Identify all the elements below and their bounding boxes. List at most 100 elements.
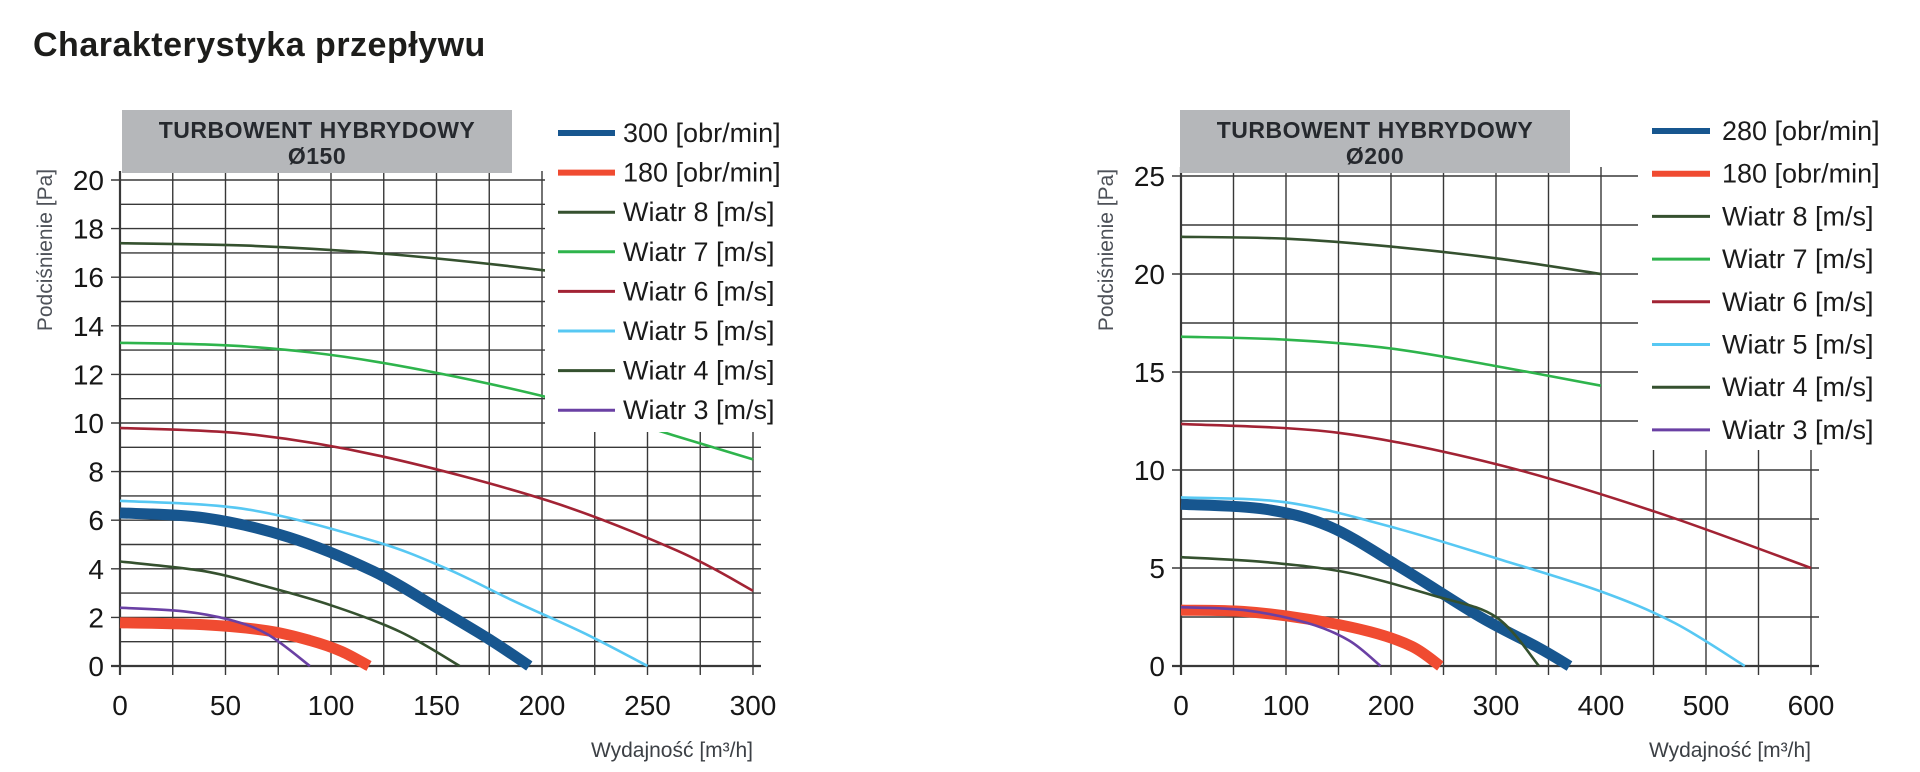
chart-Ø200: 0 100 200 300 400 500 600 0 5 10 15 20 25 Podciśnieni… [1095, 110, 1918, 762]
curve-wiatr-3-m-s- [1180, 605, 1382, 668]
legend-item: Wiatr 4 [m/s] [558, 356, 775, 386]
legend-item: 280 [obr/min] [1652, 116, 1880, 146]
chart-Ø150: 0 50 100 150 200 250 300 0 2 4 6 8 10 12 14 16 18 20 Podci… [34, 110, 817, 762]
x-tick-label: 500 [1683, 690, 1730, 721]
y-axis-title: Podciśnienie [Pa] [1095, 169, 1118, 331]
curve-wiatr-4-m-s- [119, 560, 461, 668]
x-tick-label: 200 [1368, 690, 1415, 721]
curve-wiatr-7-m-s- [1180, 335, 1602, 387]
x-tick-label: 100 [308, 690, 355, 721]
chart-title: TURBOWENT HYBRYDOWY [1217, 117, 1534, 143]
curve-wiatr-4-m-s- [1180, 555, 1540, 667]
y-tick-label: 5 [1149, 553, 1165, 584]
curve-300-obr-min- [119, 507, 533, 671]
x-tick-label: 200 [519, 690, 566, 721]
legend-item-label: Wiatr 6 [m/s] [1722, 287, 1874, 317]
y-tick-label: 20 [1134, 259, 1165, 290]
y-tick-label: 10 [73, 408, 104, 439]
legend-item: 300 [obr/min] [558, 118, 781, 148]
legend-item-label: Wiatr 8 [m/s] [1722, 201, 1874, 231]
curve-280-obr-min- [1180, 498, 1573, 671]
legend-item-label: Wiatr 5 [m/s] [1722, 330, 1874, 360]
page-title: Charakterystyka przepływu [33, 26, 486, 64]
legend-item: Wiatr 7 [m/s] [1652, 244, 1874, 274]
legend-item-label: Wiatr 6 [m/s] [623, 276, 775, 306]
tick-labels: 0 50 100 150 200 250 300 0 2 4 6 8 10 12 14 16 18 20 [73, 165, 777, 721]
y-tick-label: 10 [1134, 455, 1165, 486]
curve-wiatr-8-m-s- [1180, 235, 1602, 276]
x-tick-label: 600 [1788, 690, 1835, 721]
y-tick-label: 15 [1134, 357, 1165, 388]
legend-item: Wiatr 6 [m/s] [558, 276, 775, 306]
y-tick-label: 25 [1134, 161, 1165, 192]
legend-item: 180 [obr/min] [558, 158, 781, 188]
legend-item-label: Wiatr 3 [m/s] [1722, 415, 1874, 445]
legend-item: Wiatr 7 [m/s] [558, 237, 775, 267]
curve-wiatr-7-m-s- [119, 341, 754, 461]
legend-item: Wiatr 8 [m/s] [1652, 201, 1874, 231]
x-tick-label: 0 [1173, 690, 1189, 721]
chart-subtitle: Ø200 [1346, 143, 1404, 169]
curve-180-obr-min- [119, 617, 372, 671]
legend-item-label: Wiatr 4 [m/s] [623, 356, 775, 386]
y-tick-label: 14 [73, 311, 104, 342]
y-tick-label: 12 [73, 359, 104, 390]
legend-item-label: Wiatr 7 [m/s] [1722, 244, 1874, 274]
curves [119, 241, 754, 671]
curves [1180, 235, 1812, 671]
y-axis-title: Podciśnienie [Pa] [34, 169, 57, 331]
y-tick-label: 20 [73, 165, 104, 196]
legend-item-label: Wiatr 5 [m/s] [623, 316, 775, 346]
legend-item: Wiatr 5 [m/s] [558, 316, 775, 346]
y-tick-label: 6 [88, 505, 104, 536]
y-tick-label: 2 [88, 602, 104, 633]
chart-title-box-bg [1180, 110, 1570, 173]
chart-title: TURBOWENT HYBRYDOWY [159, 117, 476, 143]
x-tick-label: 50 [210, 690, 241, 721]
x-axis-title: Wydajność [m³/h] [591, 739, 753, 762]
x-tick-label: 300 [1473, 690, 1520, 721]
legend-item: Wiatr 3 [m/s] [558, 395, 775, 425]
legend: 300 [obr/min] 180 [obr/min] Wiatr 8 [m/s] W… [545, 113, 817, 432]
legend-item: Wiatr 4 [m/s] [1652, 372, 1874, 402]
y-tick-label: 8 [88, 457, 104, 488]
chart-subtitle: Ø150 [288, 143, 346, 169]
y-tick-label: 16 [73, 262, 104, 293]
legend-item: Wiatr 6 [m/s] [1652, 287, 1874, 317]
curve-wiatr-6-m-s- [119, 426, 754, 592]
legend-item-label: Wiatr 7 [m/s] [623, 237, 775, 267]
x-tick-label: 250 [624, 690, 671, 721]
legend-item: Wiatr 5 [m/s] [1652, 330, 1874, 360]
legend-item-label: Wiatr 4 [m/s] [1722, 372, 1874, 402]
y-tick-label: 0 [1149, 651, 1165, 682]
curve-wiatr-3-m-s- [119, 606, 311, 668]
legend-item: 180 [obr/min] [1652, 159, 1880, 189]
x-tick-label: 150 [413, 690, 460, 721]
x-tick-label: 400 [1578, 690, 1625, 721]
x-tick-label: 100 [1263, 690, 1310, 721]
y-tick-label: 18 [73, 214, 104, 245]
y-tick-label: 4 [88, 554, 104, 585]
legend-item-label: 180 [obr/min] [623, 158, 781, 188]
curve-wiatr-5-m-s- [119, 499, 649, 668]
tick-labels: 0 100 200 300 400 500 600 0 5 10 15 20 25 [1134, 161, 1835, 721]
legend-item-label: Wiatr 8 [m/s] [623, 197, 775, 227]
curve-wiatr-6-m-s- [1180, 422, 1812, 570]
y-tick-label: 0 [88, 651, 104, 682]
chart-title-box-bg [122, 110, 512, 173]
curve-wiatr-5-m-s- [1180, 496, 1746, 668]
legend: 280 [obr/min] 180 [obr/min] Wiatr 8 [m/s] W… [1638, 111, 1918, 450]
legend-item: Wiatr 3 [m/s] [1652, 415, 1874, 445]
x-tick-label: 0 [112, 690, 128, 721]
x-axis-title: Wydajność [m³/h] [1649, 739, 1811, 762]
x-tick-label: 300 [730, 690, 777, 721]
legend-item-label: 180 [obr/min] [1722, 159, 1880, 189]
legend-background [1638, 111, 1918, 450]
legend-background [545, 113, 817, 432]
legend-item-label: 300 [obr/min] [623, 118, 781, 148]
legend-item: Wiatr 8 [m/s] [558, 197, 775, 227]
